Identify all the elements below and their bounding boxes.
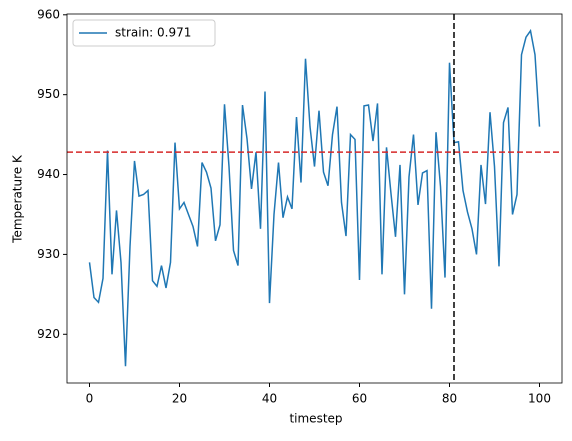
x-tick-label: 100 [528, 392, 551, 406]
x-tick-label: 60 [352, 392, 367, 406]
y-tick-label: 960 [37, 7, 60, 21]
legend-label: strain: 0.971 [115, 26, 191, 40]
x-axis-label: timestep [289, 412, 342, 426]
x-tick-label: 80 [442, 392, 457, 406]
x-tick-label: 0 [86, 392, 94, 406]
y-tick-label: 950 [37, 87, 60, 101]
data-line [88, 28, 541, 367]
y-tick-label: 920 [37, 327, 60, 341]
legend-box [72, 19, 216, 47]
axes-frame [66, 13, 563, 384]
x-tick-label: 40 [262, 392, 277, 406]
x-tick-label: 20 [172, 392, 187, 406]
y-axis-label: Temperature K [11, 154, 25, 244]
y-tick-label: 940 [37, 167, 60, 181]
y-tick-label: 930 [37, 247, 60, 261]
